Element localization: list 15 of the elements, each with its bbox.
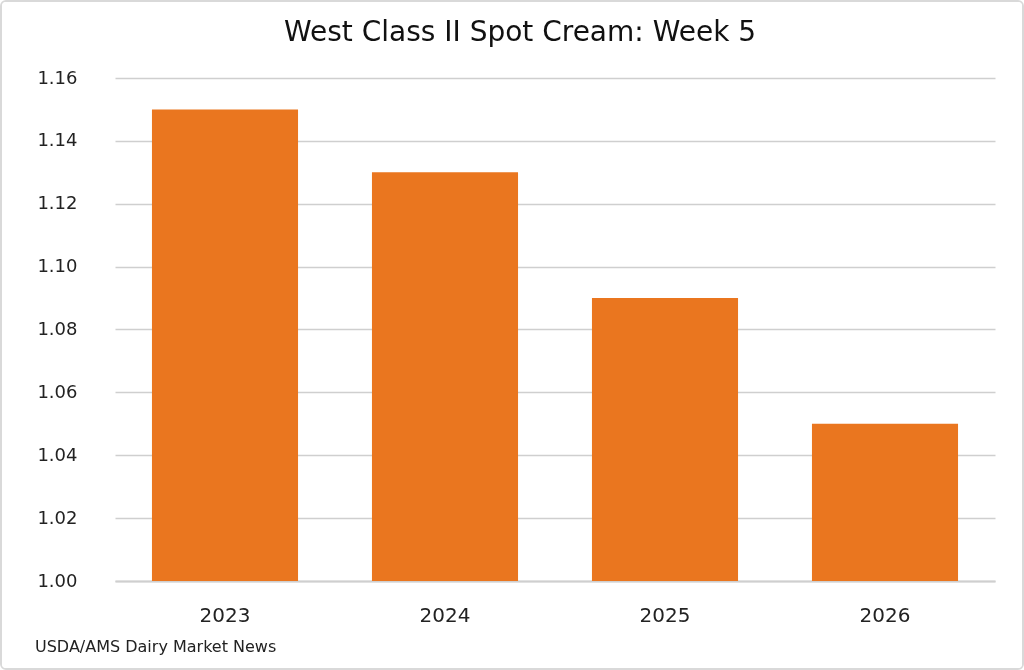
y-tick-label: 1.12 <box>37 192 78 214</box>
x-tick-label: 2024 <box>419 602 471 627</box>
y-tick-label: 1.00 <box>37 569 78 591</box>
y-tick-label: 1.16 <box>37 66 78 88</box>
y-tick-label: 1.04 <box>37 443 78 465</box>
text: USDA/AMS Dairy Market News <box>35 637 277 656</box>
y-tick-label: 1.06 <box>37 380 78 402</box>
x-tick-label: 2023 <box>199 602 251 627</box>
y-tick-label: 1.02 <box>37 506 78 528</box>
chart-title: West Class II Spot Cream: Week 5 <box>283 15 757 48</box>
y-tick-label: 1.14 <box>37 129 78 151</box>
y-tick-label: 1.08 <box>37 318 78 339</box>
x-tick-label: 2026 <box>859 602 911 627</box>
y-tick-label: 1.10 <box>37 255 78 277</box>
x-tick-label: 2025 <box>639 602 691 627</box>
